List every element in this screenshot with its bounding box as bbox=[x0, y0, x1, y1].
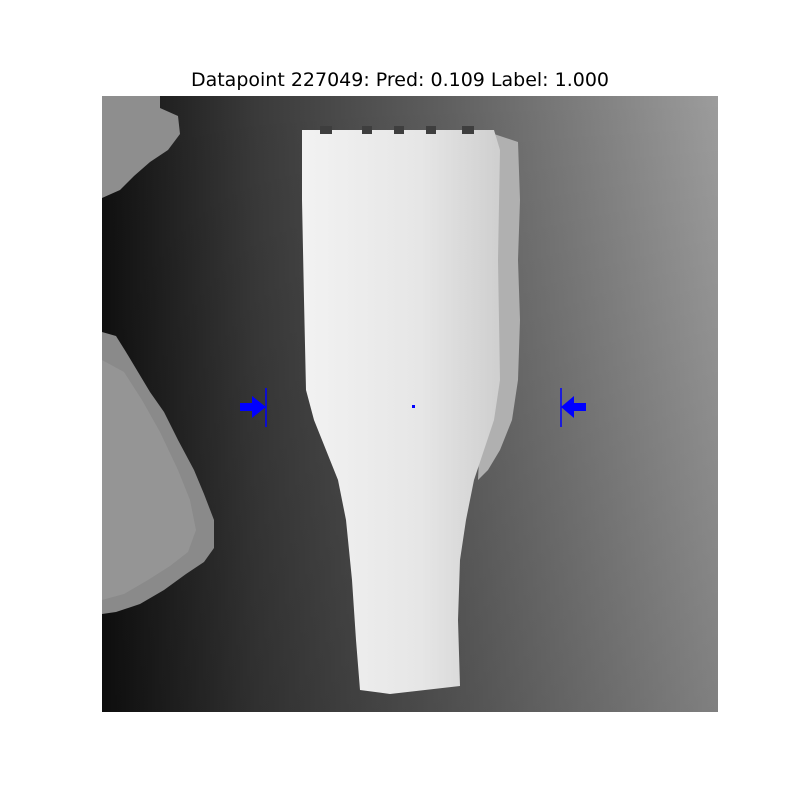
bottle-object bbox=[302, 130, 500, 694]
right-arrow-icon bbox=[561, 396, 586, 418]
left-arrow-icon bbox=[240, 396, 266, 418]
left-top-object bbox=[102, 96, 180, 198]
grasp-center-point bbox=[412, 405, 415, 408]
figure-title: Datapoint 227049: Pred: 0.109 Label: 1.0… bbox=[190, 69, 610, 91]
grasp-marker bbox=[240, 388, 586, 427]
